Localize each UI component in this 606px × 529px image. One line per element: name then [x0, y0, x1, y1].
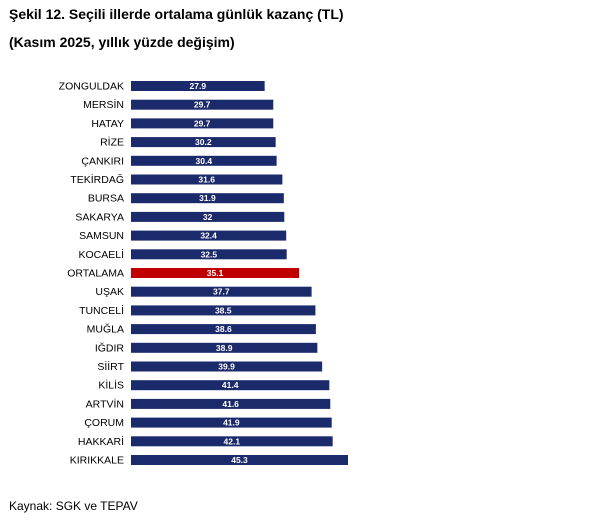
bar-mersin	[131, 99, 274, 110]
data-label-siirt: 39.9	[218, 362, 235, 372]
data-label-hatay: 29.7	[194, 118, 211, 128]
category-label-corum: ÇORUM	[84, 417, 124, 429]
category-label-hakkari: HAKKARİ	[78, 435, 124, 448]
category-label-igdir: IĞDIR	[95, 341, 125, 354]
category-label-tunceli: TUNCELİ	[79, 304, 124, 317]
chart-subtitle: (Kasım 2025, yıllık yüzde değişim)	[9, 34, 235, 50]
data-label-artvin: 41.6	[222, 399, 239, 409]
bar-tunceli	[131, 305, 316, 316]
data-label-igdir: 38.9	[216, 343, 233, 353]
bar-zonguldak	[131, 81, 265, 91]
data-label-tekirdag: 31.6	[198, 175, 215, 185]
category-label-ortalama: ORTALAMA	[67, 268, 124, 280]
data-label-samsun: 32.4	[200, 231, 217, 241]
data-label-mugla: 38.6	[215, 324, 232, 334]
bar-corum	[131, 417, 332, 428]
data-label-zonguldak: 27.9	[190, 81, 207, 91]
category-label-kilis: KİLİS	[98, 379, 124, 392]
bar-ortalama	[131, 268, 300, 278]
data-label-mersin: 29.7	[194, 100, 211, 110]
category-label-usak: UŞAK	[95, 286, 124, 298]
category-label-hatay: HATAY	[91, 118, 124, 130]
data-label-kirikkale: 45.3	[231, 455, 248, 465]
data-label-sakarya: 32	[203, 212, 213, 222]
bar-bursa	[131, 193, 284, 204]
category-label-zonguldak: ZONGULDAK	[59, 81, 124, 93]
bar-samsun	[131, 230, 287, 241]
bar-tekirdag	[131, 174, 283, 185]
category-label-kirikkale: KIRIKKALE	[70, 455, 124, 467]
category-label-tekirdag: TEKİRDAĞ	[70, 173, 124, 186]
source-note: Kaynak: SGK ve TEPAV	[9, 499, 138, 513]
data-label-usak: 37.7	[213, 287, 230, 297]
data-label-tunceli: 38.5	[215, 305, 232, 315]
bar-rize	[131, 137, 276, 148]
data-label-kocaeli: 32.5	[201, 249, 218, 259]
bar-igdir	[131, 342, 318, 353]
data-label-hakkari: 42.1	[224, 436, 241, 446]
bar-hakkari	[131, 436, 333, 447]
data-label-cankiri: 30.4	[196, 156, 213, 166]
data-label-rize: 30.2	[195, 137, 212, 147]
category-label-cankiri: ÇANKIRI	[81, 155, 124, 167]
bar-kilis	[131, 380, 330, 391]
category-label-sakarya: SAKARYA	[75, 211, 124, 223]
chart-title: Şekil 12. Seçili illerde ortalama günlük…	[9, 6, 344, 22]
bar-sakarya	[131, 211, 285, 222]
category-label-mersin: MERSİN	[83, 98, 124, 111]
bar-cankiri	[131, 155, 277, 166]
data-label-bursa: 31.9	[199, 193, 216, 203]
bar-kirikkale	[131, 455, 348, 465]
category-label-mugla: MUĞLA	[87, 323, 124, 336]
category-label-bursa: BURSA	[88, 193, 124, 205]
category-label-siirt: SİİRT	[97, 360, 124, 373]
category-label-kocaeli: KOCAELİ	[78, 248, 124, 261]
bar-hatay	[131, 118, 274, 129]
data-label-ortalama: 35.1	[207, 268, 224, 278]
bar-artvin	[131, 398, 331, 409]
bar-kocaeli	[131, 249, 287, 260]
category-label-artvin: ARTVİN	[86, 397, 124, 410]
category-label-rize: RİZE	[100, 136, 124, 149]
category-label-samsun: SAMSUN	[79, 230, 124, 242]
bar-mugla	[131, 324, 316, 335]
bar-siirt	[131, 361, 323, 372]
data-label-corum: 41.9	[223, 418, 240, 428]
data-label-kilis: 41.4	[222, 380, 239, 390]
bar-usak	[131, 286, 312, 297]
